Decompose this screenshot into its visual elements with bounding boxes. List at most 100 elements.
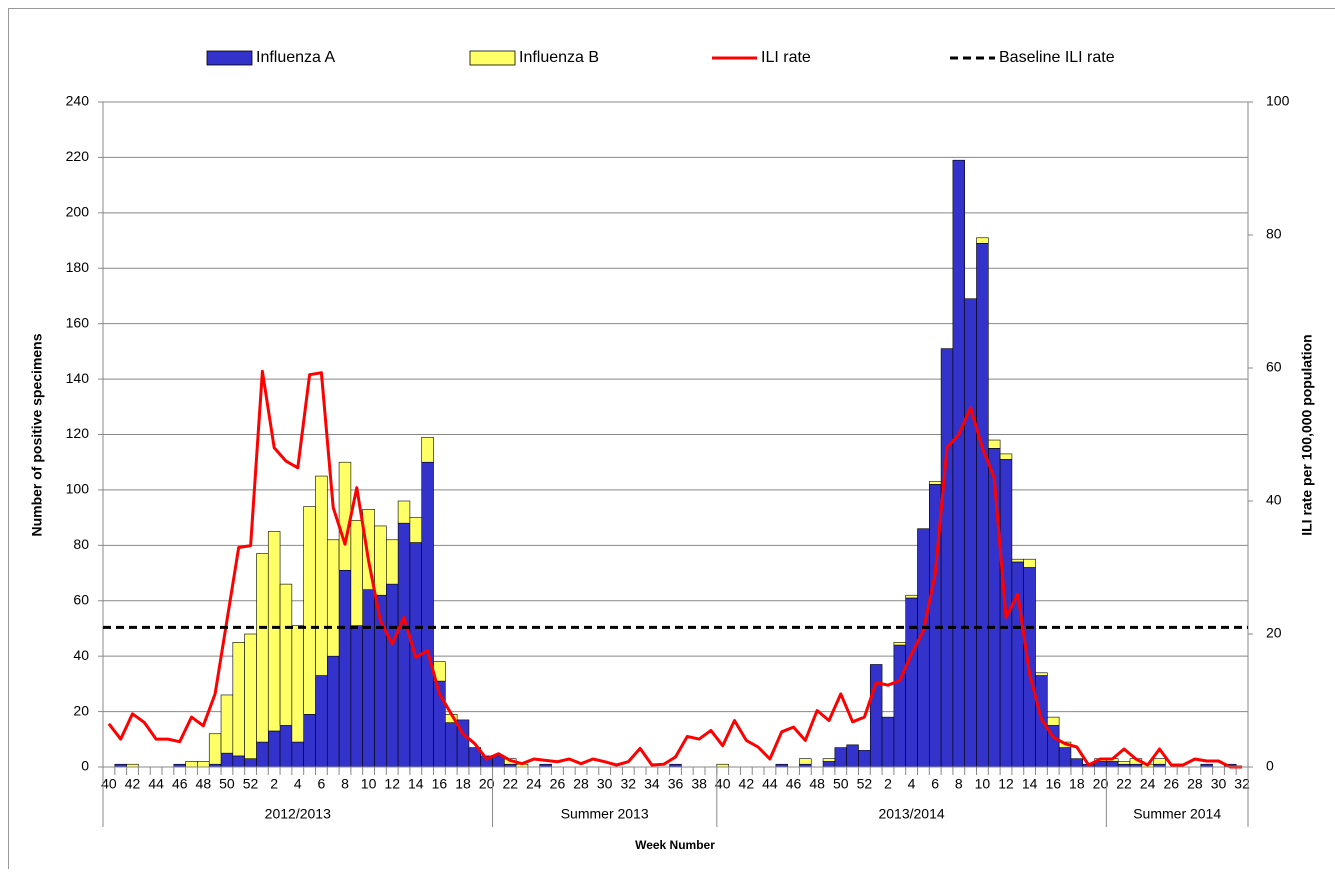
y-tick-label: 200 — [66, 204, 90, 220]
y-axis-title: Number of positive specimens — [29, 333, 45, 536]
bar-segment — [339, 462, 351, 570]
bar-segment — [386, 584, 398, 767]
x-tick-label: 44 — [762, 776, 778, 792]
bar-segment — [835, 748, 847, 767]
bar-segment — [917, 529, 929, 767]
y-tick-label: 60 — [73, 591, 89, 607]
bar-segment — [221, 695, 233, 753]
legend-label: Influenza A — [256, 49, 336, 66]
x-axis-title: Week Number — [635, 838, 715, 852]
x-tick-label: 22 — [502, 776, 518, 792]
bar-segment — [292, 626, 304, 742]
x-tick-label: 12 — [384, 776, 400, 792]
x-tick-label: 26 — [1163, 776, 1179, 792]
y2-tick-label: 80 — [1266, 226, 1282, 242]
bar-segment — [386, 540, 398, 584]
x-tick-label: 30 — [597, 776, 613, 792]
legend-label: Baseline ILI rate — [999, 49, 1115, 66]
bar-segment — [988, 440, 1000, 448]
bar-segment — [268, 731, 280, 767]
bar-segment — [245, 759, 257, 767]
y-tick-label: 120 — [66, 425, 90, 441]
x-tick-label: 48 — [196, 776, 212, 792]
bar-segment — [209, 734, 221, 764]
chart-frame — [9, 9, 1335, 870]
bar-segment — [398, 501, 410, 523]
y-tick-label: 100 — [66, 481, 90, 497]
legend-label: ILI rate — [761, 49, 811, 66]
bar-segment — [256, 554, 268, 742]
x-tick-label: 34 — [644, 776, 660, 792]
x-tick-label: 24 — [1140, 776, 1156, 792]
bar-segment — [953, 160, 965, 767]
x-tick-label: 28 — [573, 776, 589, 792]
bar-segment — [351, 626, 363, 767]
bar-segment — [1071, 759, 1083, 767]
bar-segment — [280, 584, 292, 725]
y2-tick-label: 100 — [1266, 93, 1290, 109]
y-tick-label: 40 — [73, 647, 89, 663]
x-tick-label: 22 — [1116, 776, 1132, 792]
bar-segment — [799, 759, 811, 765]
bar-segment — [1012, 559, 1024, 562]
bar-segment — [988, 448, 1000, 767]
bar-segment — [422, 437, 434, 462]
bar-segment — [445, 723, 457, 767]
bar-segment — [374, 526, 386, 595]
y2-tick-label: 40 — [1266, 492, 1282, 508]
x-tick-label: 18 — [455, 776, 471, 792]
y-tick-label: 80 — [73, 536, 89, 552]
x-tick-label: 46 — [172, 776, 188, 792]
y2-tick-label: 0 — [1266, 758, 1274, 774]
bar-segment — [941, 349, 953, 767]
y2-axis-title: ILI rate per 100,000 population — [1299, 334, 1315, 536]
bar-segment — [977, 238, 989, 244]
group-label: Summer 2013 — [561, 806, 649, 822]
x-tick-label: 30 — [1211, 776, 1227, 792]
x-tick-label: 8 — [955, 776, 963, 792]
bar-segment — [858, 750, 870, 767]
bar-segment — [315, 476, 327, 676]
legend-swatch — [470, 51, 515, 65]
bar-segment — [1059, 748, 1071, 767]
x-tick-label: 44 — [148, 776, 164, 792]
y-tick-label: 240 — [66, 93, 90, 109]
x-tick-label: 36 — [668, 776, 684, 792]
x-tick-label: 42 — [739, 776, 755, 792]
x-tick-label: 12 — [998, 776, 1014, 792]
bar-segment — [1106, 761, 1118, 767]
x-tick-label: 52 — [243, 776, 259, 792]
bar-segment — [197, 761, 209, 767]
bar-segment — [1047, 717, 1059, 725]
bar-segment — [186, 761, 198, 767]
x-tick-label: 16 — [1045, 776, 1061, 792]
bar-segment — [268, 531, 280, 731]
bar-segment — [906, 595, 918, 598]
x-tick-label: 28 — [1187, 776, 1203, 792]
bar-segment — [233, 756, 245, 767]
x-tick-label: 2 — [884, 776, 892, 792]
x-tick-label: 38 — [691, 776, 707, 792]
y-tick-label: 0 — [81, 758, 89, 774]
bar-segment — [233, 642, 245, 756]
x-tick-label: 10 — [975, 776, 991, 792]
bar-segment — [929, 482, 941, 485]
group-label: Summer 2014 — [1133, 806, 1221, 822]
x-tick-label: 14 — [408, 776, 424, 792]
bar-segment — [882, 717, 894, 767]
bar-segment — [410, 518, 422, 543]
x-tick-label: 4 — [294, 776, 302, 792]
bar-segment — [339, 570, 351, 767]
bar-segment — [221, 753, 233, 767]
x-tick-label: 24 — [526, 776, 542, 792]
bar-segment — [398, 523, 410, 767]
bar-segment — [894, 645, 906, 767]
legend-label: Influenza B — [519, 49, 599, 66]
bar-segment — [292, 742, 304, 767]
y2-tick-label: 20 — [1266, 625, 1282, 641]
x-tick-label: 42 — [125, 776, 141, 792]
x-tick-label: 10 — [361, 776, 377, 792]
group-label: 2012/2013 — [265, 806, 331, 822]
bar-segment — [965, 299, 977, 767]
x-tick-label: 50 — [833, 776, 849, 792]
